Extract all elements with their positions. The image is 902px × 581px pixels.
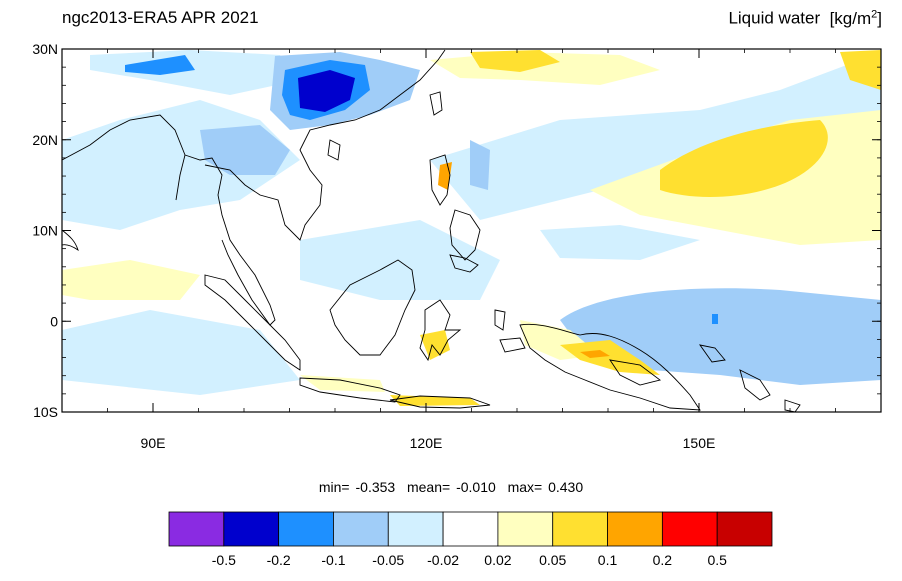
colorbar-swatch — [168, 511, 225, 547]
colorbar-label: 0.5 — [707, 552, 727, 568]
variable-name: Liquid water — [728, 8, 821, 28]
colorbar-label: -0.05 — [372, 552, 404, 568]
units-label: [kg/m2] — [829, 8, 882, 28]
lat-tick-label: 0 — [50, 313, 58, 329]
lat-tick-label: 30N — [32, 41, 58, 57]
lon-tick-label: 150E — [683, 435, 716, 451]
colorbar-label: 0.02 — [484, 552, 511, 568]
colorbar: -0.5 -0.2 -0.1 -0.05 -0.02 0.02 0.05 0.1 0.2 0.5 — [168, 511, 773, 568]
colorbar-swatch — [607, 511, 663, 547]
colorbar-label: -0.02 — [427, 552, 459, 568]
colorbar-label: 0.05 — [539, 552, 566, 568]
lat-tick-label: 10N — [32, 223, 58, 239]
colorbar-label: 0.2 — [653, 552, 673, 568]
colorbar-swatch — [716, 511, 773, 547]
field-statistics: min= -0.353 mean= -0.010 max= 0.430 — [318, 479, 584, 495]
data-field — [62, 49, 881, 412]
colorbar-label: 0.1 — [598, 552, 618, 568]
colorbar-swatch — [442, 511, 499, 547]
axis-ticks: 30N 20N 10N 0 10S 90E 120E 150E — [32, 41, 882, 451]
coastlines — [62, 49, 801, 412]
plot-title: ngc2013-ERA5 APR 2021 — [62, 8, 259, 27]
colorbar-swatch — [333, 511, 389, 547]
colorbar-label: -0.1 — [321, 552, 345, 568]
variable-title: Liquid water [kg/m2] — [728, 8, 882, 29]
colorbar-swatch — [223, 511, 280, 547]
colorbar-swatch — [278, 511, 334, 547]
colorbar-swatch — [552, 511, 608, 547]
colorbar-swatch — [387, 511, 444, 547]
lat-tick-label: 20N — [32, 132, 58, 148]
lon-tick-label: 90E — [141, 435, 166, 451]
min-value: -0.353 — [355, 479, 396, 495]
colorbar-label: -0.2 — [267, 552, 291, 568]
lat-tick-label: 10S — [33, 404, 58, 420]
mean-value: -0.010 — [456, 479, 496, 495]
max-value: 0.430 — [548, 479, 584, 495]
lon-tick-label: 120E — [410, 435, 443, 451]
colorbar-swatch — [497, 511, 554, 547]
colorbar-swatch — [661, 511, 718, 547]
colorbar-label: -0.5 — [212, 552, 236, 568]
